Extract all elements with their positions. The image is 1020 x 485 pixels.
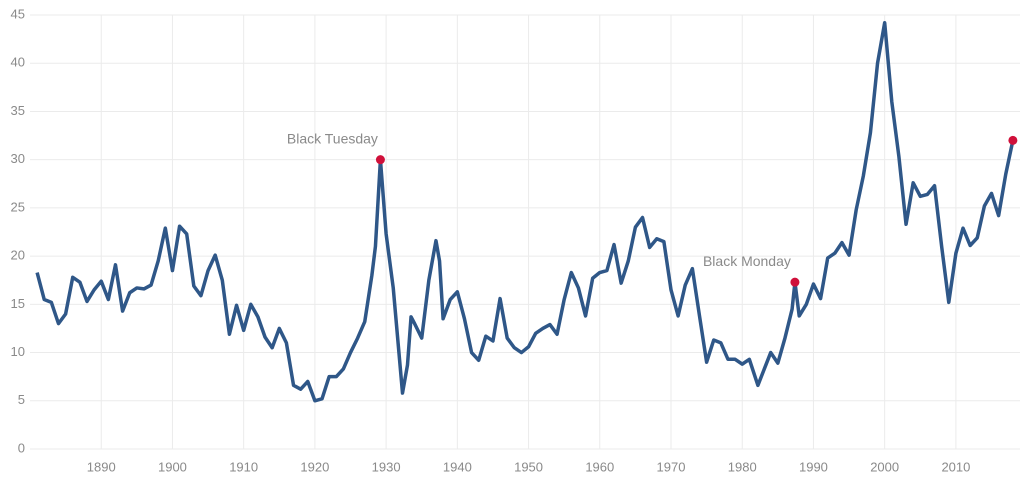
x-tick-label: 1950	[514, 459, 543, 474]
y-tick-label: 35	[11, 103, 25, 118]
x-tick-label: 1980	[728, 459, 757, 474]
x-tick-label: 1990	[799, 459, 828, 474]
y-tick-label: 5	[18, 392, 25, 407]
x-tick-label: 1960	[585, 459, 614, 474]
x-tick-label: 1930	[372, 459, 401, 474]
y-tick-label: 20	[11, 248, 25, 263]
y-tick-label: 25	[11, 199, 25, 214]
y-tick-label: 10	[11, 344, 25, 359]
y-tick-label: 15	[11, 296, 25, 311]
annotation-marker	[790, 277, 800, 287]
y-tick-label: 40	[11, 55, 25, 70]
y-tick-label: 30	[11, 151, 25, 166]
y-tick-label: 45	[11, 6, 25, 21]
x-tick-label: 1970	[657, 459, 686, 474]
x-tick-label: 1910	[229, 459, 258, 474]
x-tick-label: 1900	[158, 459, 187, 474]
annotation-label: Black Tuesday	[287, 130, 378, 146]
y-tick-label: 0	[18, 440, 25, 455]
annotation-marker	[1008, 135, 1018, 145]
x-tick-label: 1920	[300, 459, 329, 474]
annotation-label: Black Monday	[703, 253, 791, 269]
annotation-marker	[375, 155, 385, 165]
x-tick-label: 2010	[941, 459, 970, 474]
line-series	[35, 20, 1015, 403]
x-tick-label: 1940	[443, 459, 472, 474]
x-tick-label: 1890	[87, 459, 116, 474]
x-tick-label: 2000	[870, 459, 899, 474]
